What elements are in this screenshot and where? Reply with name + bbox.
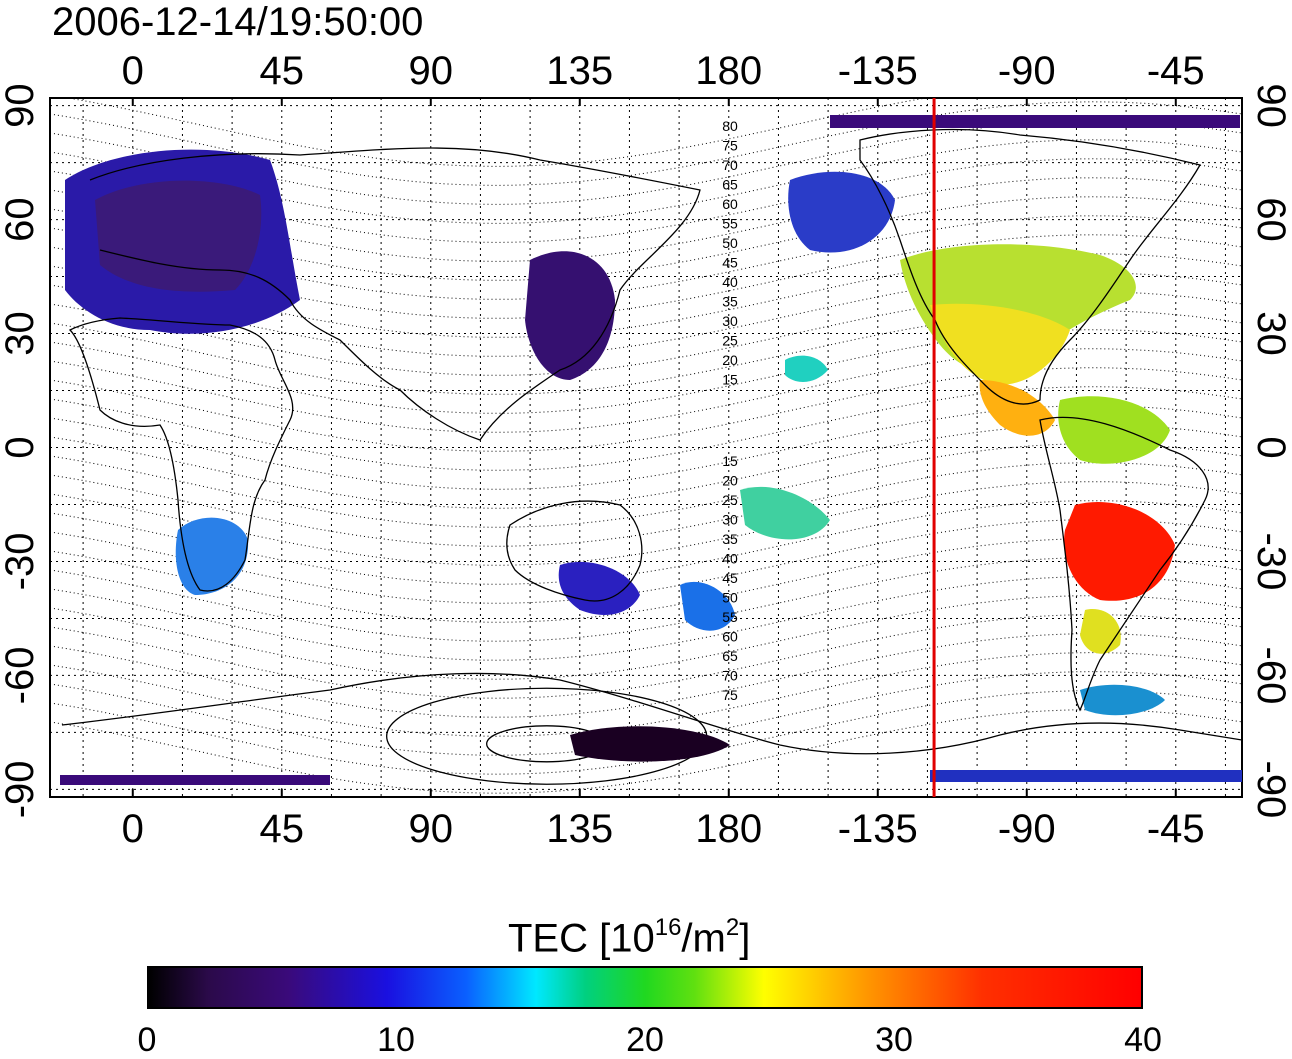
x-tick-bottom: 90 — [409, 807, 454, 851]
x-tick-bottom: 45 — [260, 807, 305, 851]
contour-label: 20 — [722, 473, 738, 489]
map-timestamp: 2006-12-14/19:50:00 — [52, 0, 424, 44]
x-tick-top: 180 — [695, 49, 762, 93]
coastline-antarctica — [61, 672, 1242, 755]
y-tick-left: 30 — [0, 311, 42, 356]
x-tick-top: 90 — [409, 49, 454, 93]
contour-label: 45 — [722, 255, 738, 271]
x-tick-top: 45 — [260, 49, 305, 93]
tec-patch-central-america — [979, 380, 1055, 436]
contour-label: 75 — [722, 138, 738, 154]
y-tick-right: 0 — [1249, 436, 1292, 458]
y-tick-left: -60 — [0, 647, 42, 705]
colorbar-tick-label: 10 — [377, 1021, 415, 1059]
x-tick-bottom: -135 — [838, 807, 918, 851]
x-tick-top: 0 — [122, 49, 144, 93]
contour-label: 60 — [722, 196, 738, 212]
x-tick-top: -90 — [998, 49, 1056, 93]
contour-label: 35 — [722, 531, 738, 547]
tec-patch-pacific-hawaii — [785, 355, 828, 382]
y-tick-right: 60 — [1249, 197, 1292, 242]
y-tick-right: 30 — [1249, 311, 1292, 356]
y-tick-left: 90 — [0, 83, 42, 128]
tec-patch-arctic — [830, 115, 1240, 128]
tec-patch-south-america-north — [1058, 396, 1170, 464]
coastlines — [61, 128, 1242, 755]
contour-label: 30 — [722, 313, 738, 329]
x-tick-top: -135 — [838, 49, 918, 93]
contour-label: 40 — [722, 274, 738, 290]
tec-patch-antarctica-east — [930, 770, 1242, 782]
contour-label: 65 — [722, 648, 738, 664]
x-tick-bottom: 135 — [546, 807, 613, 851]
tec-patch-new-zealand — [680, 581, 735, 631]
contour-label: 50 — [722, 235, 738, 251]
tec-world-map: 80 75 70 65 60 55 50 45 40 35 30 25 20 15 15 20 25 30 35 40… — [0, 49, 1292, 851]
y-axis-left-labels: 90 60 30 0 -30 -60 -90 — [0, 83, 42, 818]
contour-label: 70 — [722, 157, 738, 173]
contour-label: 45 — [722, 570, 738, 586]
contour-label: 80 — [722, 118, 738, 134]
contour-label: 75 — [722, 687, 738, 703]
y-tick-left: -90 — [0, 760, 42, 818]
contour-label: 25 — [722, 492, 738, 508]
coastline-europe-africa — [68, 317, 294, 592]
colorbar-title: TEC [1016/m2] — [508, 914, 751, 961]
contour-label: 55 — [722, 216, 738, 232]
y-tick-right: -90 — [1249, 760, 1292, 818]
tec-data-patches — [60, 115, 1242, 785]
coastline-south-america — [1039, 416, 1209, 712]
y-tick-right: -30 — [1249, 533, 1292, 591]
tec-patch-australia — [558, 561, 640, 615]
y-tick-left: 0 — [0, 436, 42, 458]
colorbar-tick-label: 40 — [1124, 1021, 1162, 1059]
tec-patch-antarctic-peninsula — [1080, 684, 1165, 716]
y-tick-left: -30 — [0, 533, 42, 591]
colorbar-tick-label: 0 — [137, 1021, 157, 1059]
x-tick-bottom: 0 — [122, 807, 144, 851]
tec-patch-europe-core — [95, 180, 262, 292]
contour-label: 65 — [722, 177, 738, 193]
contour-label: 40 — [722, 551, 738, 567]
contour-labels: 80 75 70 65 60 55 50 45 40 35 30 25 20 15 15 20 25 30 35 40… — [722, 118, 738, 703]
coastline-eurasia — [89, 147, 701, 441]
x-tick-bottom: -45 — [1147, 807, 1205, 851]
tec-colorbar — [147, 966, 1143, 1009]
tec-patch-patagonia — [1080, 609, 1121, 654]
y-tick-left: 60 — [0, 197, 42, 242]
colorbar-tick-label: 20 — [626, 1021, 664, 1059]
x-tick-top: 135 — [546, 49, 613, 93]
contour-label: 25 — [722, 333, 738, 349]
y-tick-right: -60 — [1249, 647, 1292, 705]
x-tick-bottom: -90 — [998, 807, 1056, 851]
contour-label: 60 — [722, 629, 738, 645]
y-axis-right-labels: 90 60 30 0 -30 -60 -90 — [1249, 83, 1292, 818]
tec-patch-antarctica-dark — [570, 726, 730, 762]
tec-patch-alaska — [788, 171, 895, 253]
contour-label: 15 — [722, 372, 738, 388]
contour-label: 35 — [722, 294, 738, 310]
contour-label: 30 — [722, 512, 738, 528]
contour-label: 15 — [722, 453, 738, 469]
contour-label: 50 — [722, 590, 738, 606]
coastline-australia — [506, 500, 643, 602]
plot-area: 80 75 70 65 60 55 50 45 40 35 30 25 20 15 15 20 25 30 35 40… — [49, 97, 1243, 798]
coastline-north-america — [859, 128, 1201, 405]
contour-label: 55 — [722, 609, 738, 625]
y-tick-right: 90 — [1249, 83, 1292, 128]
tec-patch-southern-africa — [175, 517, 249, 595]
x-tick-bottom: 180 — [695, 807, 762, 851]
x-tick-top: -45 — [1147, 49, 1205, 93]
x-axis-bottom-labels: 0 45 90 135 180 -135 -90 -45 — [122, 789, 1205, 851]
tec-patch-antarctica-south — [60, 775, 330, 785]
x-axis-top-labels: 0 45 90 135 180 -135 -90 -45 — [122, 49, 1205, 106]
tec-patch-south-america — [1064, 501, 1175, 601]
contour-label: 20 — [722, 352, 738, 368]
contour-label: 70 — [722, 668, 738, 684]
tec-patch-pacific-east — [740, 486, 830, 540]
colorbar-tick-label: 30 — [875, 1021, 913, 1059]
